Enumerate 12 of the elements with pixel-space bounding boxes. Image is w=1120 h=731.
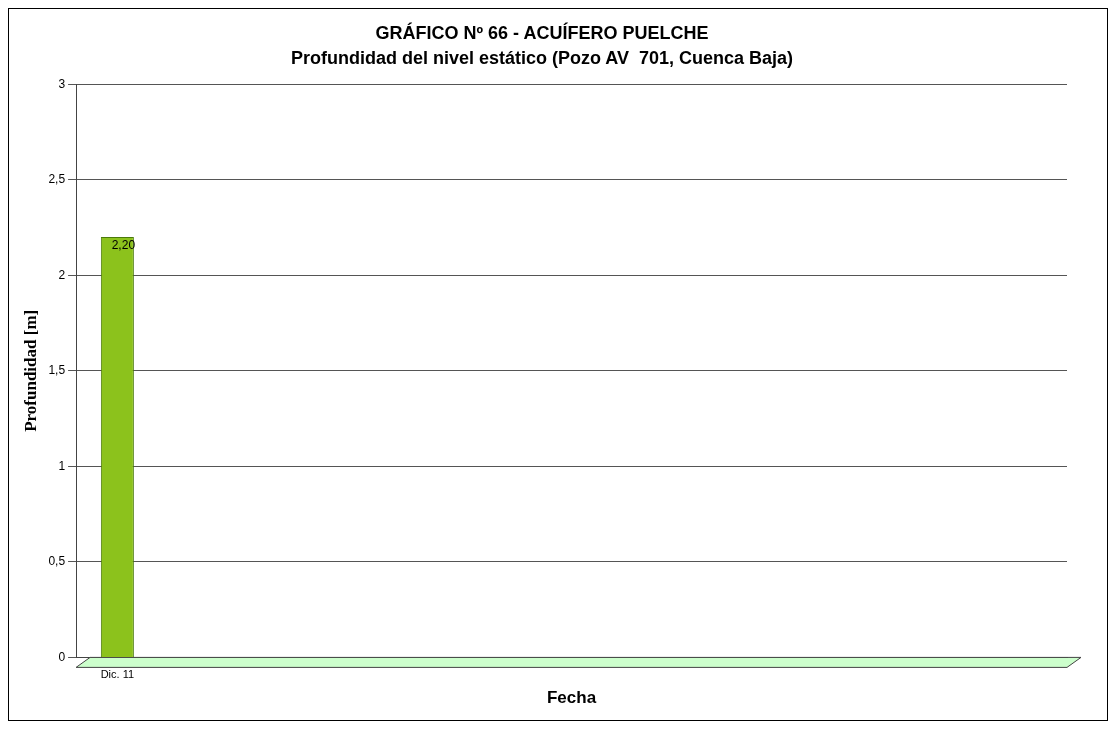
x-axis-title: Fecha — [546, 688, 597, 708]
chart-title: GRÁFICO Nº 66 - ACUÍFERO PUELCHE — [375, 21, 709, 43]
y-tick-label: 2,5 — [48, 172, 66, 187]
y-tick-label: 1 — [58, 458, 66, 473]
y-tick-label: 3 — [58, 76, 66, 91]
y-axis-title: Profundidad [m] — [20, 309, 40, 432]
x-tick-label: Dic. 11 — [100, 668, 135, 681]
y-tick-label: 0,5 — [48, 554, 66, 569]
y-tick-label: 0 — [58, 649, 66, 664]
y-tick-label: 2 — [58, 267, 66, 282]
y-tick-label: 1,5 — [48, 363, 66, 378]
chart-subtitle: Profundidad del nivel estático (Pozo AV 701, Cuenca Baja) — [290, 48, 794, 69]
